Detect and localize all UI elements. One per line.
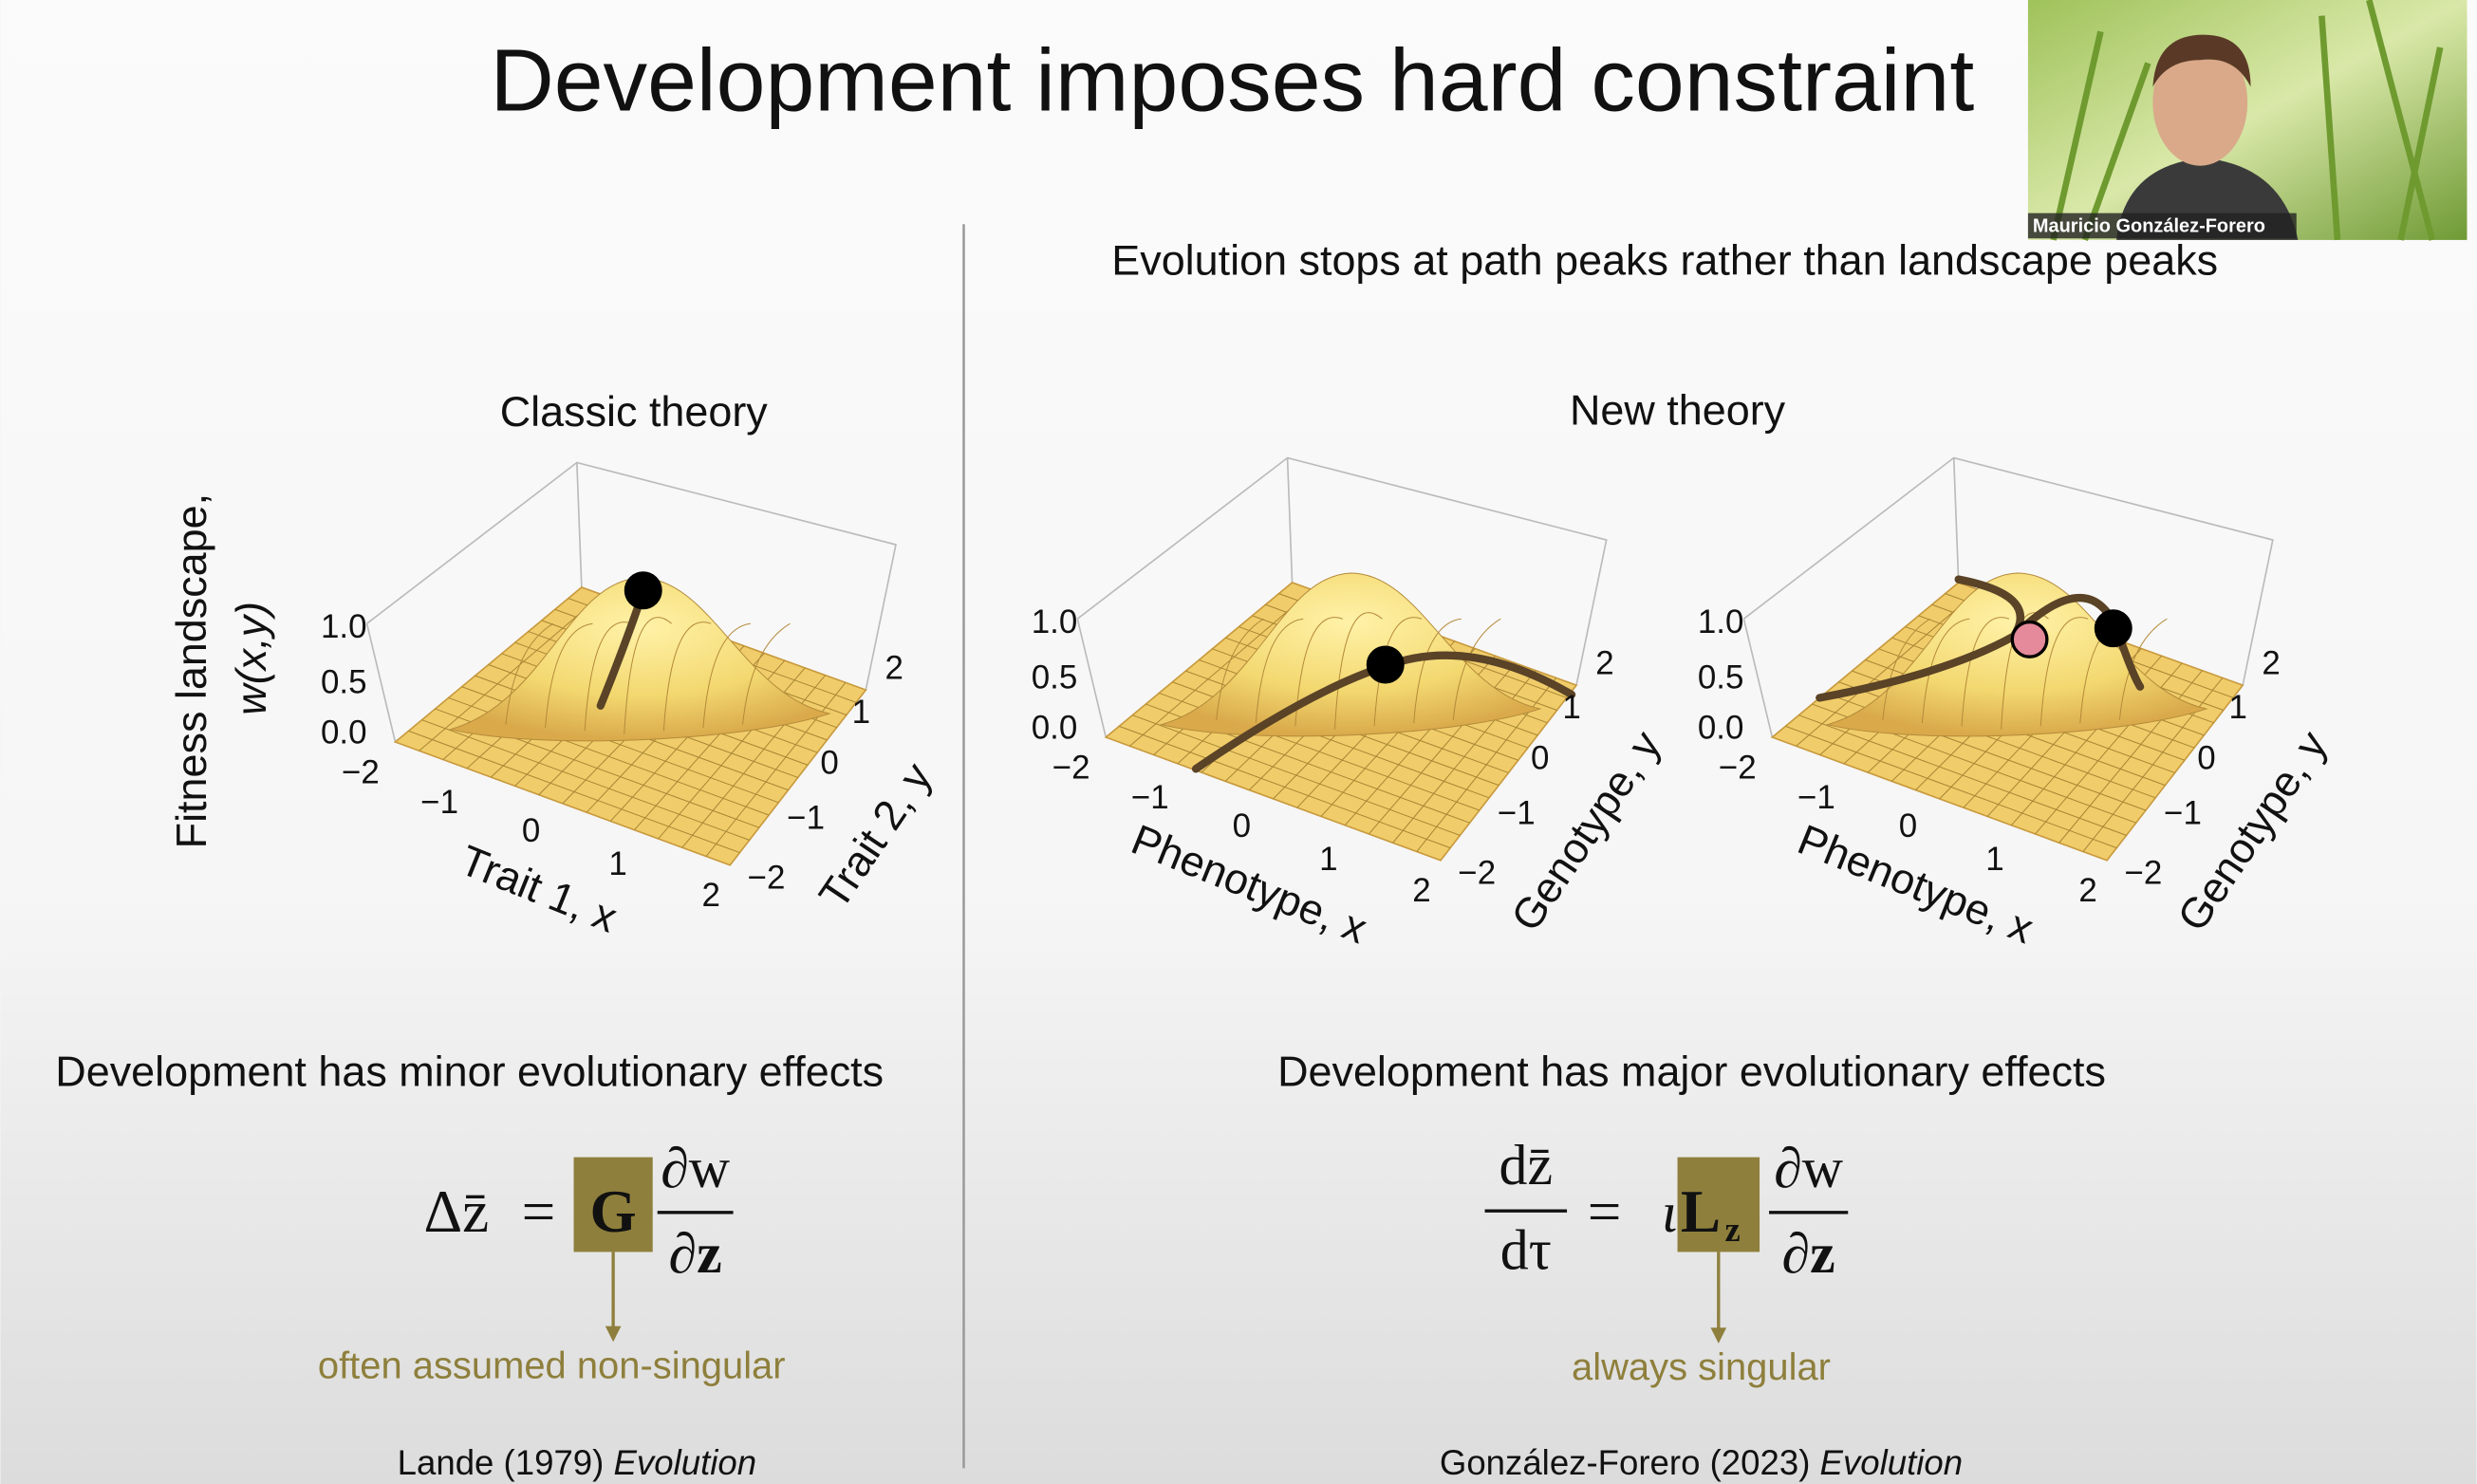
z-tick-label: 0.0 [321, 714, 367, 751]
surface-bump [448, 577, 831, 742]
person-hair [2152, 34, 2251, 87]
slide-title: Development imposes hard constraint [490, 30, 1974, 129]
equilibrium-point [624, 571, 662, 610]
x-tick-label: −1 [1131, 779, 1169, 816]
z-tick-label: 1.0 [1698, 603, 1744, 640]
z-tick-label: 0.0 [1698, 710, 1744, 747]
webcam: Mauricio González-Forero [2027, 0, 2468, 242]
eq-den: ∂z [669, 1222, 722, 1285]
x-tick-label: 0 [1233, 807, 1251, 844]
slide-subtitle: Evolution stops at path peaks rather tha… [1111, 236, 2218, 285]
reference: Lande (1979) Evolution [398, 1443, 756, 1482]
y-tick-label: 1 [2228, 689, 2246, 726]
equation: dz̄ dτ = ι L z ∂w ∂z [1484, 1134, 1849, 1285]
x-tick-label: 1 [1319, 841, 1337, 878]
ref-journal: Evolution [614, 1443, 757, 1482]
x-tick-label: 1 [1985, 841, 2003, 878]
z-tick-label: 0.0 [1032, 710, 1078, 747]
y-tick-label: 2 [2262, 644, 2280, 681]
eq-matrix-sub: z [1724, 1210, 1740, 1249]
x-tick-label: 0 [522, 812, 540, 849]
equilibrium-point [1366, 645, 1405, 684]
y-tick-label: 1 [852, 694, 870, 731]
eq-prefix: ι [1662, 1181, 1678, 1244]
equilibrium-point [2010, 620, 2049, 659]
surface-mesh [505, 617, 791, 734]
y-tick-label: −2 [2124, 855, 2162, 892]
conclusion: Development has minor evolutionary effec… [55, 1048, 884, 1096]
z-axis-label: w(x,y) [227, 602, 275, 715]
z-tick-label: 0.5 [1698, 659, 1744, 696]
arrow-head [605, 1326, 622, 1343]
note: always singular [1572, 1346, 1831, 1388]
eq-lhs: Δz̄ [423, 1178, 489, 1245]
x-tick-label: 2 [1412, 872, 1430, 909]
matrix-box [573, 1157, 653, 1252]
eq-lhs-num: dz̄ [1499, 1134, 1554, 1196]
x-tick-label: −1 [420, 784, 458, 821]
matrix-box [1677, 1157, 1760, 1252]
eq-matrix: L [1681, 1178, 1721, 1245]
x-tick-label: −2 [1719, 749, 1757, 786]
y-tick-label: −1 [2164, 795, 2202, 832]
ref-journal: Evolution [1820, 1443, 1964, 1482]
eq-sign: = [522, 1178, 556, 1245]
panel-heading: Classic theory [500, 387, 769, 436]
x-tick-label: 2 [702, 877, 720, 914]
eq-num: ∂w [661, 1137, 730, 1199]
x-tick-label: −1 [1797, 779, 1835, 816]
surface-mesh [1216, 612, 1501, 730]
x-tick-label: −2 [342, 753, 380, 790]
z-tick-label: 0.5 [321, 663, 367, 700]
y-tick-label: 1 [1562, 689, 1580, 726]
participant-name: Mauricio González-Forero [2033, 216, 2265, 237]
note: often assumed non-singular [318, 1345, 786, 1387]
eq-den: ∂z [1782, 1222, 1835, 1285]
ref-authors: Lande (1979) [398, 1443, 605, 1482]
name-tag [2027, 213, 2297, 239]
panel-heading: New theory [1570, 386, 1786, 435]
plot-box [1742, 456, 2274, 738]
eq-num: ∂w [1774, 1137, 1843, 1199]
y-tick-label: 0 [820, 744, 838, 781]
conclusion: Development has major evolutionary effec… [1277, 1048, 2106, 1096]
surface-bump [1159, 572, 1542, 737]
equation: Δz̄ = G ∂w ∂z [423, 1137, 734, 1285]
x-tick-label: 0 [1899, 807, 1917, 844]
eq-lhs-den: dτ [1500, 1219, 1552, 1282]
eq-matrix: G [590, 1178, 637, 1245]
arrow-head [1710, 1327, 1727, 1344]
z-tick-label: 1.0 [321, 608, 367, 645]
plot-box [1076, 456, 1608, 738]
grass [2050, 0, 2444, 242]
equilibrium-point [2094, 609, 2132, 648]
z-axis-label: Fitness landscape, [167, 493, 215, 848]
y-tick-label: 0 [2197, 739, 2215, 776]
x-tick-label: 2 [2078, 872, 2096, 909]
y-tick-label: −1 [1498, 795, 1536, 832]
y-tick-label: 2 [885, 649, 903, 686]
y-tick-label: 0 [1531, 739, 1549, 776]
eq-sign: = [1588, 1178, 1622, 1245]
y-tick-label: 2 [1595, 644, 1613, 681]
person-head [2152, 39, 2248, 166]
x-tick-label: 1 [608, 845, 626, 882]
plot-box [365, 461, 897, 743]
y-tick-label: −1 [787, 800, 825, 837]
y-tick-label: −2 [1458, 855, 1496, 892]
ref-authors: González-Forero (2023) [1440, 1443, 1811, 1482]
x-tick-label: −2 [1052, 749, 1090, 786]
reference: González-Forero (2023) Evolution [1440, 1443, 1963, 1482]
y-tick-label: −2 [748, 860, 786, 897]
z-tick-label: 0.5 [1032, 659, 1078, 696]
z-tick-label: 1.0 [1032, 603, 1078, 640]
